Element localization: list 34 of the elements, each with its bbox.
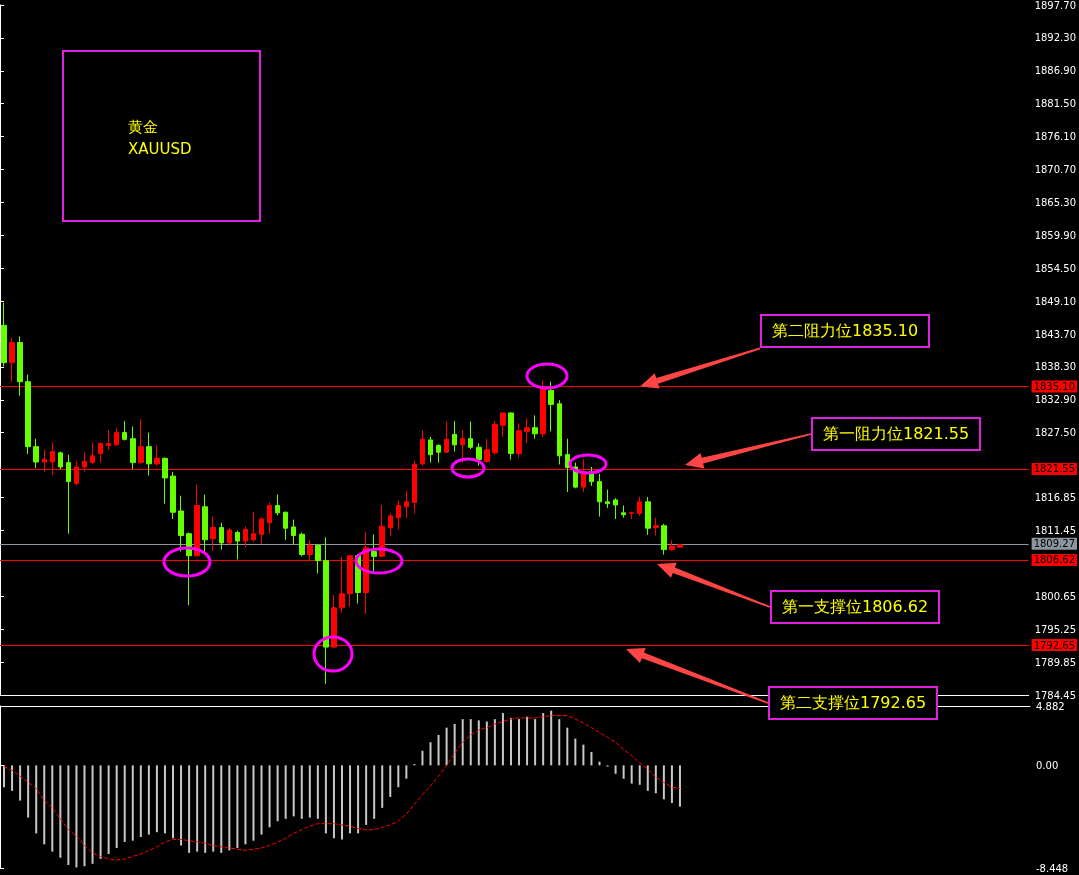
ref-line-label: 1835.10 [1033,380,1076,392]
ref-line-label: 1792.65 [1033,639,1076,651]
y-tick-label: 1854.50 [1034,262,1077,274]
y-tick-label: 1849.10 [1034,295,1077,307]
y-tick-label: 1865.30 [1034,196,1077,208]
y-tick-label: -8.448 [1036,862,1069,874]
y-tick-label: 1789.85 [1034,656,1077,668]
y-tick-label: 1886.90 [1034,65,1077,77]
y-tick-label: 1859.90 [1034,229,1077,241]
annotation: XAUUSD [128,140,192,158]
y-tick-label: 1843.70 [1034,328,1077,340]
y-tick-label: 1800.65 [1034,590,1077,602]
ref-line-label: 1806.62 [1033,554,1076,566]
y-tick-label: 1832.90 [1034,394,1077,406]
annotation: 第一支撑位1806.62 [770,589,941,624]
y-tick-label: 1881.50 [1034,98,1077,110]
y-tick-label: 4.882 [1036,700,1065,712]
y-tick-label: 1795.25 [1034,623,1077,635]
y-tick-label: 1897.70 [1034,0,1077,11]
annotation: 第二支撑位1792.65 [768,686,939,721]
y-tick-label: 1827.50 [1034,427,1077,439]
y-tick-label: 1816.85 [1034,492,1077,504]
ref-line-label: 1821.55 [1033,463,1076,475]
y-tick-label: 1784.45 [1034,689,1077,701]
y-tick-label: 1811.45 [1034,525,1077,536]
annotation: 第一阻力位1821.55 [811,416,982,451]
y-tick-label: 1838.30 [1034,361,1077,373]
y-tick-label: 1876.10 [1034,131,1077,143]
y-tick-label: 0.00 [1036,759,1059,771]
ref-line-label: 1809.27 [1033,538,1076,550]
y-tick-label: 1892.30 [1034,32,1077,44]
annotation: 第二阻力位1835.10 [760,314,931,349]
y-tick-label: 1870.70 [1034,164,1077,175]
annotation: 黄金 [128,118,158,137]
